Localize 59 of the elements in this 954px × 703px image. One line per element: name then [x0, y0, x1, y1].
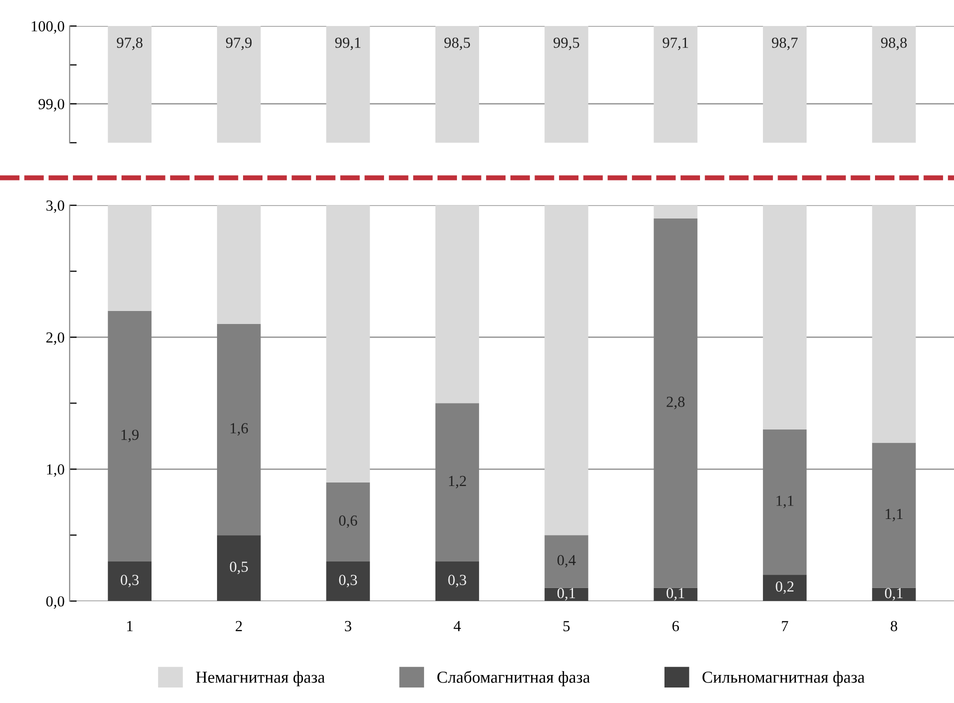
bar: [435, 205, 480, 404]
annotation: 97,1: [662, 38, 688, 50]
x-tick-label: 5: [563, 621, 570, 632]
data-label: 1,6: [230, 423, 248, 436]
data-label: 1,9: [121, 430, 139, 442]
x-tick-label: 2: [236, 620, 242, 632]
data-label: 0,5: [230, 562, 248, 574]
data-label: 0,3: [339, 574, 358, 588]
x-tick-label: 3: [344, 620, 352, 632]
bar: [326, 482, 370, 562]
data-label: 0,1: [557, 588, 576, 600]
annotation: 99,5: [554, 38, 580, 50]
data-label: 1,1: [776, 496, 794, 508]
legend-label: Немагнитная фаза: [196, 671, 325, 686]
bar: [326, 205, 370, 482]
annotation: 98,8: [881, 38, 907, 50]
bar: [326, 561, 370, 602]
bar: [872, 205, 916, 443]
annotation: 97,8: [116, 38, 142, 50]
x-tick-label: 4: [454, 621, 461, 632]
data-label: 1,2: [449, 476, 466, 488]
data-label: 0,6: [339, 515, 358, 528]
x-tick-label: 1: [127, 621, 133, 632]
data-label: 0,1: [884, 588, 903, 600]
bar: [544, 205, 588, 536]
bar: [217, 535, 261, 602]
annotation: 98,5: [444, 38, 470, 50]
data-label: 0,2: [776, 581, 794, 594]
legend-label: Слабомагнитная фаза: [437, 670, 590, 686]
bar: [544, 535, 588, 588]
bar: [544, 588, 588, 602]
x-tick-label: 6: [672, 620, 679, 632]
y-tick-label: 1,0: [47, 464, 64, 477]
bar: [435, 561, 480, 602]
y-tick-label: 3,0: [46, 200, 64, 213]
annotation: 99,1: [335, 38, 360, 50]
data-label: 1,1: [886, 508, 903, 522]
legend-label: Сильномагнитная фаза: [702, 671, 865, 686]
bar: [654, 588, 698, 602]
y-tick-label: 99,0: [38, 98, 64, 112]
y-tick-label: 100,0: [32, 21, 64, 34]
bar: [654, 205, 698, 218]
x-tick-label: 8: [890, 620, 898, 632]
x-tick-label: 7: [782, 621, 788, 632]
data-label: 0,3: [120, 574, 139, 588]
bar: [762, 574, 807, 602]
data-label: 2,8: [666, 396, 685, 410]
data-label: 0,4: [557, 555, 576, 568]
bar: [762, 205, 807, 430]
annotation: 97,9: [226, 38, 252, 50]
data-label: 0,3: [448, 574, 466, 588]
bar: [108, 561, 152, 602]
bar: [108, 205, 152, 311]
bar: [217, 205, 261, 324]
bar: [872, 588, 916, 602]
data-label: 0,1: [666, 588, 684, 600]
annotation: 98,7: [772, 38, 798, 50]
y-tick-label: 2,0: [46, 332, 64, 345]
y-tick-label: 0,0: [46, 596, 64, 609]
